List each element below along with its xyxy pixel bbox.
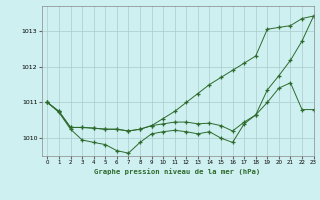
X-axis label: Graphe pression niveau de la mer (hPa): Graphe pression niveau de la mer (hPa) [94,168,261,175]
